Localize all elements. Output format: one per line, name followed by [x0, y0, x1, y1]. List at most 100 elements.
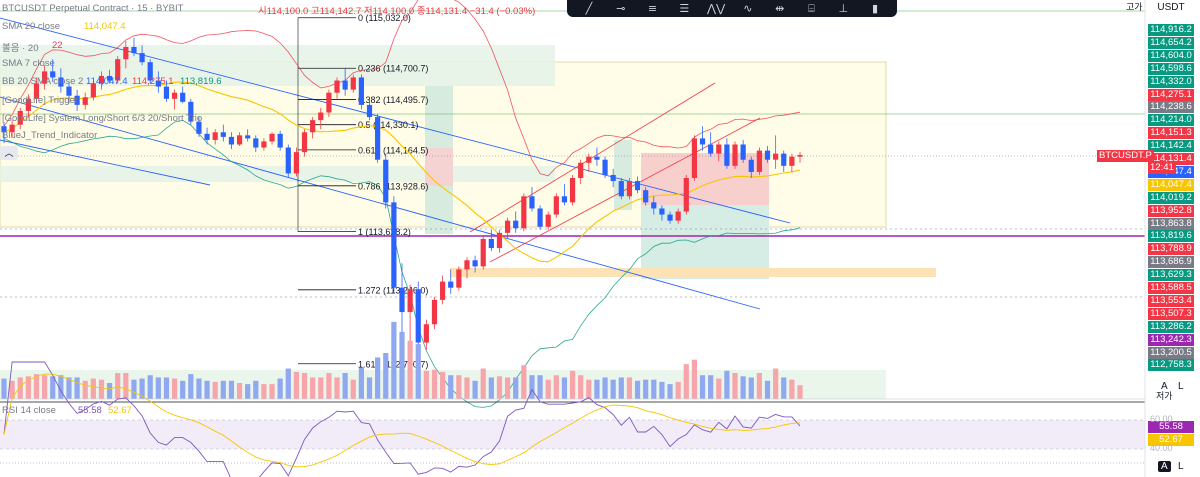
- candle-body: [253, 138, 259, 148]
- collapse-legend-button[interactable]: ︿: [0, 146, 18, 160]
- candle-body: [578, 162, 584, 179]
- trend-line-icon[interactable]: ╱: [585, 2, 593, 15]
- legend-sma7: SMA 7 close: [2, 58, 55, 69]
- candle-body: [496, 232, 503, 249]
- volume-bar: [285, 368, 291, 399]
- fib-retracement-icon[interactable]: ☰: [679, 2, 690, 15]
- date-range-icon[interactable]: ⌸: [808, 2, 815, 15]
- volume-bar: [456, 375, 462, 399]
- candle-body: [58, 77, 64, 87]
- rsi-band: [0, 420, 1145, 449]
- volume-bar: [659, 381, 665, 399]
- legend-goodlife-system: [GoodLife] System Long/Short 6/3 20/Shor…: [2, 113, 203, 124]
- volume-bar: [578, 375, 584, 399]
- candle-body: [212, 132, 218, 140]
- volume-bar: [366, 377, 373, 399]
- candle-body: [90, 83, 96, 98]
- price-scale-label: 114,654.2: [1148, 36, 1194, 49]
- volume-bar: [212, 381, 218, 399]
- rsi-scale-label: 52.67: [1148, 434, 1194, 446]
- volume-bar: [399, 331, 405, 399]
- candle-body: [756, 150, 762, 172]
- candle-body: [163, 86, 170, 99]
- fib-label-5: 0.786 (113,928.6): [358, 181, 428, 191]
- candle-body: [423, 324, 429, 343]
- candle-body: [659, 208, 665, 215]
- price-scale-label: 114,238.6: [1148, 101, 1194, 114]
- currency-selector[interactable]: USDT: [1157, 2, 1185, 13]
- candle-body: [529, 196, 535, 209]
- parallel-channel-icon[interactable]: ≡: [647, 2, 658, 15]
- header-ohlc: 시114,100.0 고114,142.7 저114,100.0 종114,13…: [258, 6, 536, 17]
- volume-bar: [220, 380, 226, 399]
- candle-body: [748, 159, 754, 172]
- rsi-ma-line: [3, 373, 801, 468]
- candle-body: [569, 178, 576, 203]
- rsi-line: [3, 361, 801, 477]
- volume-bar: [123, 373, 129, 399]
- candle-body: [602, 159, 608, 175]
- volume-bar: [602, 377, 608, 399]
- candle-body: [1, 126, 7, 133]
- candle-body: [626, 181, 633, 197]
- zigzag-pattern-icon[interactable]: ⋀⋁: [707, 2, 726, 15]
- volume-bar: [42, 375, 48, 399]
- volume-bars: [1, 321, 803, 399]
- volume-bar: [618, 377, 624, 399]
- volume-bar: [9, 380, 15, 399]
- candle-body: [586, 156, 592, 163]
- price-range-icon[interactable]: ⇹: [775, 2, 785, 15]
- volume-bar: [529, 375, 535, 399]
- volume-bar: [139, 378, 145, 399]
- candle-body: [342, 80, 348, 90]
- price-scale-label: 113,200.5: [1148, 346, 1194, 359]
- long-position-icon[interactable]: ⊥: [838, 2, 849, 15]
- candle-body: [82, 97, 88, 105]
- horizontal-ray-icon[interactable]: ⊸: [616, 2, 626, 15]
- volume-bar: [431, 369, 438, 399]
- up-channel-upper: [469, 82, 716, 233]
- fib-label-2: 0.382 (114,495.7): [358, 95, 428, 105]
- bar-pattern-icon[interactable]: ▮: [872, 2, 879, 15]
- candle-body: [74, 95, 80, 105]
- candle-body: [683, 178, 689, 212]
- price-scale-label: 114,332.0: [1148, 75, 1194, 88]
- rsi-log-scale-button[interactable]: L: [1178, 461, 1184, 472]
- candle-body: [708, 144, 714, 154]
- volume-bar: [537, 375, 543, 399]
- price-scale-label: 113,507.3: [1148, 307, 1194, 320]
- volume-bar: [504, 377, 511, 399]
- high-label: 고가: [1126, 2, 1143, 12]
- volume-bar: [724, 370, 730, 399]
- price-scale-label: 114,916.2: [1148, 24, 1194, 36]
- candle-body: [123, 46, 129, 60]
- rsi-scale-label: 55.58: [1148, 421, 1194, 433]
- volume-bar: [561, 377, 568, 399]
- candle-body: [204, 133, 210, 140]
- volume-bar: [699, 375, 706, 399]
- volume-bar: [748, 377, 754, 399]
- candle-body: [440, 281, 446, 300]
- price-scale-label: 114,151.3: [1148, 127, 1194, 140]
- price-scale-label: 113,686.9: [1148, 256, 1194, 269]
- candle-body: [131, 46, 137, 54]
- volume-bar: [764, 380, 771, 399]
- candle-body: [594, 156, 600, 160]
- candle-body: [561, 196, 568, 203]
- volume-bar: [773, 368, 779, 399]
- volume-bar: [204, 380, 210, 399]
- log-scale-button[interactable]: L: [1178, 381, 1184, 392]
- sma20-line: [3, 81, 801, 263]
- volume-bar: [569, 370, 576, 399]
- volume-bar: [391, 321, 397, 399]
- volume-bar: [488, 377, 494, 399]
- rsi-auto-scale-button[interactable]: A: [1158, 461, 1171, 472]
- volume-bar: [269, 384, 275, 399]
- candle-body: [545, 214, 551, 227]
- candle-body: [269, 133, 275, 142]
- elliott-wave-icon[interactable]: ∿: [743, 2, 753, 15]
- volume-bar: [245, 384, 251, 399]
- auto-scale-button[interactable]: A: [1161, 381, 1168, 392]
- candle-body: [50, 71, 56, 78]
